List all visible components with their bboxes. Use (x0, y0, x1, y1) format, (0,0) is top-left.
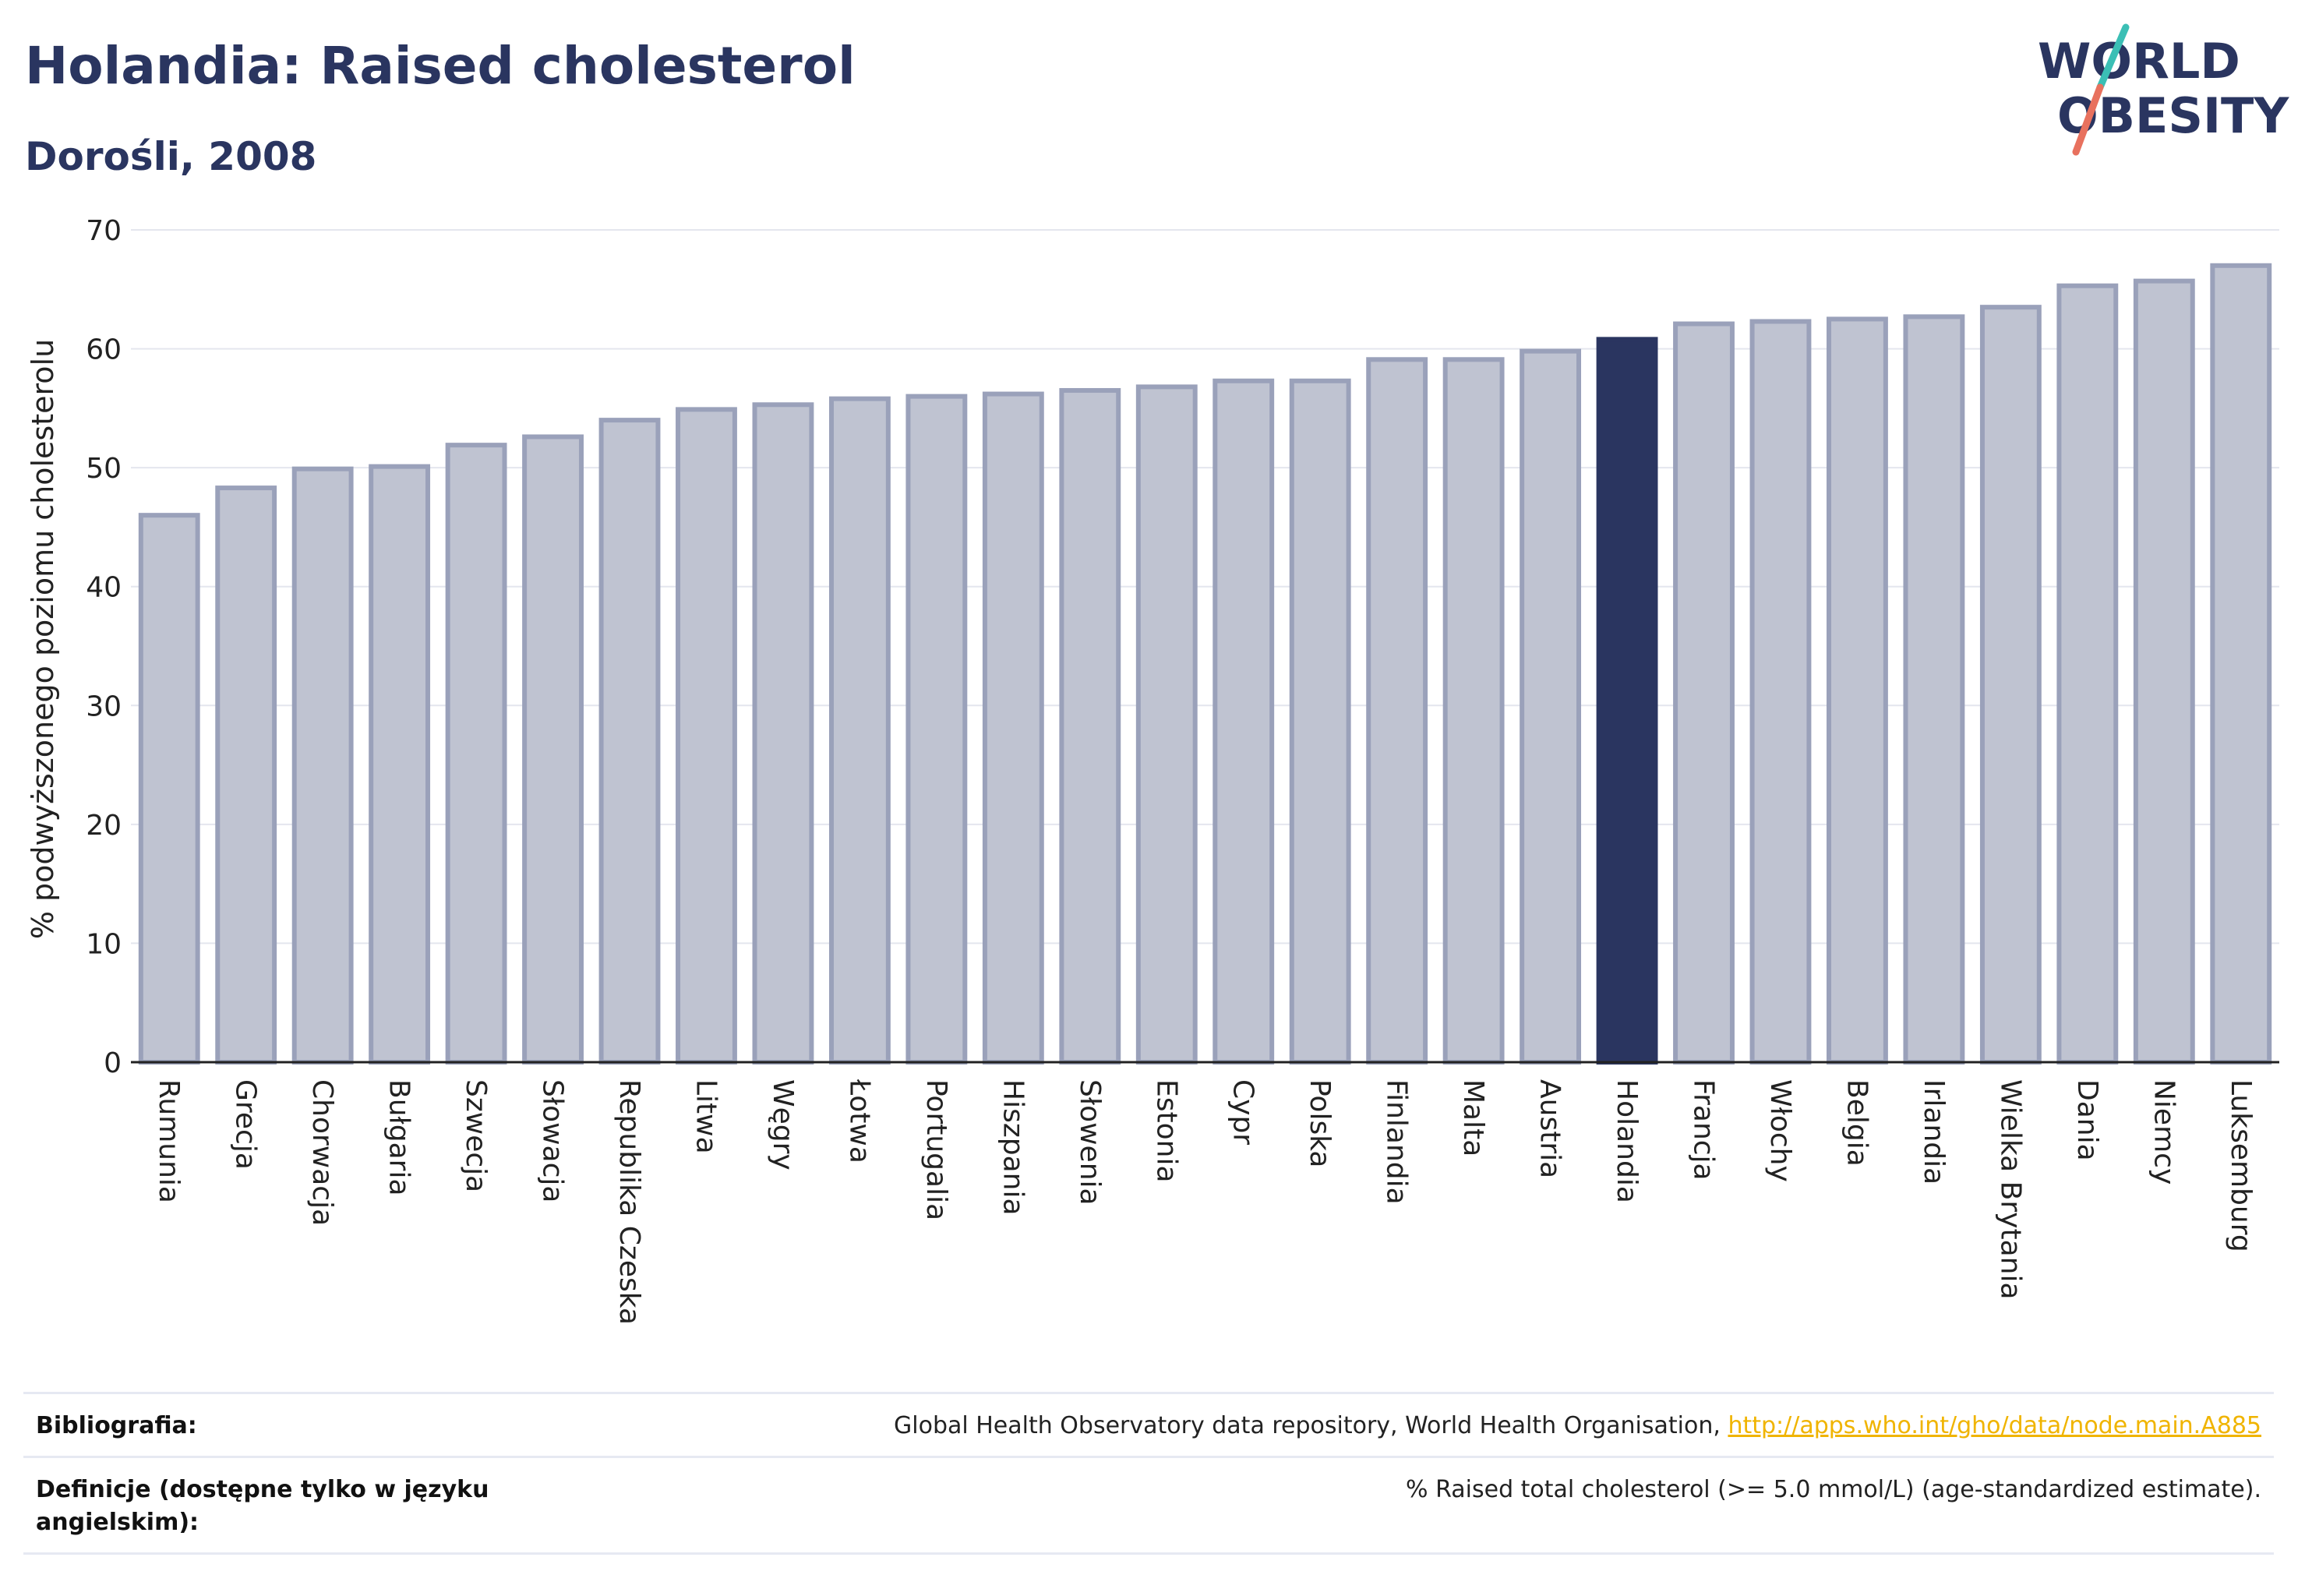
x-tick-label: Estonia (1150, 1079, 1182, 1183)
logo-slash-bottom (2072, 83, 2104, 156)
bar (905, 394, 968, 1065)
x-tick-label: Rumunia (153, 1079, 185, 1203)
x-tick-label: Austria (1534, 1079, 1566, 1178)
definitions-label: Definicje (dostępne tylko w języku angie… (36, 1474, 489, 1539)
chart-subtitle: Dorośli, 2008 (25, 134, 317, 179)
y-tick-label: 10 (86, 928, 122, 960)
bar (291, 466, 354, 1065)
x-tick-label: Chorwacja (306, 1079, 338, 1226)
bar (676, 407, 737, 1065)
bar (1827, 316, 1888, 1065)
bar (1749, 319, 1812, 1065)
world-obesity-logo: WORLD OBESITY (2038, 23, 2289, 156)
x-tick-label: Malta (1457, 1079, 1489, 1156)
bar (752, 402, 814, 1065)
y-tick-label: 20 (86, 810, 122, 842)
bar (522, 434, 584, 1065)
x-tick-label: Grecja (230, 1079, 262, 1170)
x-tick-label: Łotwa (843, 1079, 875, 1163)
footer-row-bibliography: Bibliografia: Global Health Observatory … (23, 1392, 2274, 1458)
x-tick-label: Węgry (767, 1079, 799, 1171)
x-tick-label: Portugalia (920, 1079, 952, 1220)
footer-row-definitions: Definicje (dostępne tylko w języku angie… (23, 1456, 2274, 1544)
y-tick-label: 50 (86, 453, 122, 485)
x-tick-label: Litwa (690, 1079, 722, 1154)
bibliography-label: Bibliografia: (36, 1412, 197, 1439)
y-tick-label: 30 (86, 690, 122, 722)
bar (1673, 321, 1735, 1065)
bar-highlight (1596, 337, 1658, 1065)
logo-line1: WORLD (2038, 33, 2240, 90)
x-tick-label: Francja (1688, 1079, 1720, 1181)
footer-bottom-rule (23, 1552, 2274, 1555)
bar (2056, 283, 2119, 1065)
x-tick-label: Luksemburg (2225, 1079, 2257, 1252)
bars (138, 263, 2272, 1065)
x-tick-label: Słowenia (1074, 1079, 1106, 1206)
x-tick-label: Słowacja (537, 1079, 569, 1202)
x-tick-label: Holandia (1611, 1079, 1643, 1203)
bibliography-link[interactable]: http://apps.who.int/gho/data/node.main.A… (1728, 1412, 2261, 1439)
x-tick-label: Cypr (1227, 1079, 1259, 1145)
x-tick-label: Hiszpania (997, 1079, 1029, 1216)
bar (598, 418, 661, 1065)
x-tick-label: Niemcy (2148, 1079, 2180, 1185)
logo-slash-top (2096, 23, 2130, 91)
footer: Bibliografia: Global Health Observatory … (23, 1392, 2274, 1555)
bar (1135, 384, 1198, 1065)
y-tick-label: 0 (104, 1047, 122, 1079)
bar (1213, 378, 1275, 1065)
bar (215, 486, 277, 1065)
x-tick-label: Włochy (1764, 1079, 1796, 1182)
x-tick-label: Dania (2071, 1079, 2103, 1161)
bar (1903, 314, 1965, 1065)
x-tick-label: Polska (1304, 1079, 1336, 1167)
tick-labels: 0 10 20 30 40 50 60 70 Rumunia Grecja Chorwacja Buł… (86, 215, 2257, 1325)
x-tick-label: Szwecja (460, 1079, 492, 1192)
y-axis-label: % podwyższonego poziomu cholesterolu (26, 339, 60, 939)
x-tick-label: Bułgaria (383, 1079, 415, 1196)
x-tick-label: Republika Czeska (613, 1079, 645, 1325)
bar (2210, 263, 2272, 1065)
x-tick-label: Belgia (1841, 1079, 1873, 1167)
x-tick-label: Finlandia (1381, 1079, 1413, 1205)
bibliography-value: Global Health Observatory data repositor… (894, 1410, 2261, 1442)
bar (2133, 278, 2195, 1065)
y-tick-label: 70 (86, 215, 122, 247)
bar (445, 443, 507, 1065)
bar (138, 513, 200, 1065)
definitions-value: % Raised total cholesterol (>= 5.0 mmol/… (1406, 1476, 2261, 1503)
definitions-label-line1: Definicje (dostępne tylko w języku (36, 1476, 489, 1503)
x-tick-label: Wielka Brytania (1994, 1079, 2026, 1300)
bar (1520, 348, 1582, 1065)
bar (1442, 357, 1505, 1065)
bar (1366, 357, 1428, 1065)
y-tick-label: 40 (86, 572, 122, 604)
bar (369, 464, 431, 1065)
y-tick-label: 60 (86, 334, 122, 366)
bibliography-text: Global Health Observatory data repositor… (894, 1412, 1728, 1439)
bar (828, 396, 891, 1065)
chart-title: Holandia: Raised cholesterol (25, 36, 856, 96)
bar (1979, 305, 2042, 1065)
bar (982, 391, 1044, 1065)
bar (1289, 378, 1351, 1065)
bar (1059, 387, 1121, 1065)
bar-chart: 0 10 20 30 40 50 60 70 Rumunia Grecja Chorwacja Buł… (26, 215, 2279, 1325)
x-tick-label: Irlandia (1918, 1079, 1950, 1185)
definitions-label-line2: angielskim): (36, 1509, 199, 1536)
